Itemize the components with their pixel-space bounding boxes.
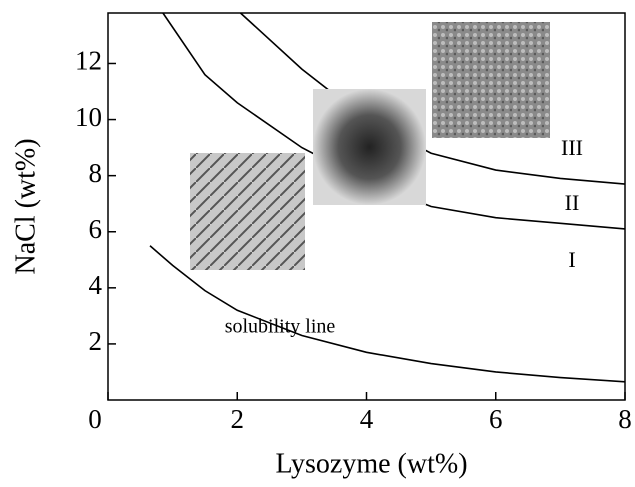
annotation: solubility line (225, 316, 336, 338)
annotation: III (561, 135, 583, 160)
photo-needles (313, 89, 426, 205)
y-axis-label: NaCl (wt%) (10, 138, 41, 274)
y-tick-label: 4 (89, 270, 103, 300)
x-tick-label: 8 (618, 404, 632, 434)
x-tick-label: 2 (231, 404, 245, 434)
y-tick-label: 8 (89, 158, 103, 188)
photo-precipitate (432, 22, 550, 138)
x-axis-label: Lysozyme (wt%) (275, 448, 467, 479)
y-tick-label: 12 (75, 46, 102, 76)
photo-crystals (190, 153, 305, 270)
curve (239, 12, 626, 185)
y-tick-label: 2 (89, 326, 103, 356)
annotation: I (568, 247, 575, 272)
x-tick-label: 4 (360, 404, 374, 434)
x-tick-label: 0 (88, 404, 102, 434)
annotation: II (565, 190, 580, 215)
y-tick-label: 10 (75, 102, 102, 132)
x-tick-label: 6 (489, 404, 503, 434)
curve (149, 245, 626, 383)
y-tick-label: 6 (89, 214, 103, 244)
photos (190, 22, 550, 270)
